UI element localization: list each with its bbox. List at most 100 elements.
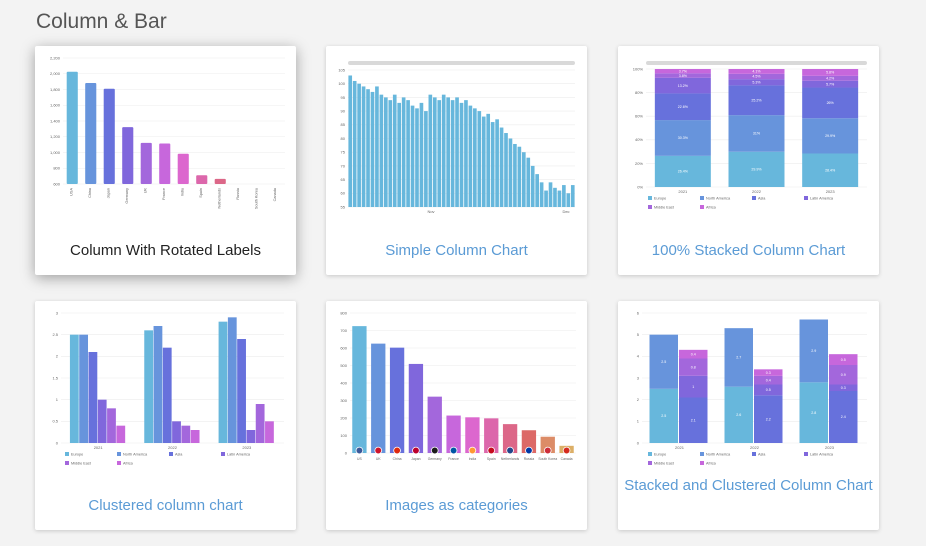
bar [181, 425, 191, 443]
card-caption: Clustered column chart [88, 497, 243, 514]
stack-segment [754, 375, 783, 385]
stacked100-y-tick: 0% [637, 184, 643, 189]
x-tick-label: UK [143, 188, 147, 194]
bar [227, 317, 237, 443]
bar [97, 399, 107, 443]
stack-segment [654, 73, 711, 78]
stack-segment [654, 120, 711, 156]
segment-label: 5.3% [752, 80, 761, 84]
bar [557, 190, 562, 207]
x-tick-label: 2023 [825, 445, 835, 450]
segment-label: 4.5% [752, 75, 761, 79]
legend-label: Africa [706, 206, 717, 210]
stack-segment [654, 77, 711, 94]
stacked100-y-tick: 40% [635, 137, 643, 142]
segment-label: 2.5 [661, 414, 666, 418]
stack-segment [724, 386, 753, 443]
segment-label: 0.5 [766, 388, 771, 392]
bar [384, 97, 388, 207]
simple-y-tick: 55 [341, 204, 346, 209]
bar [530, 165, 535, 207]
segment-label: 0.5 [841, 358, 846, 362]
x-tick-label: 2021 [678, 189, 688, 194]
bar [370, 91, 375, 207]
flag-icon [487, 446, 496, 455]
bar [428, 94, 433, 207]
bar [375, 86, 379, 207]
clustered-y-tick: 3 [56, 310, 59, 315]
bar [455, 97, 459, 207]
legend-label: Europe [654, 197, 666, 201]
stack-segment [654, 93, 711, 121]
segment-label: 26% [827, 101, 835, 105]
legend-marker [648, 196, 652, 200]
clustered-y-tick: 0 [56, 440, 59, 445]
stack-segment [799, 382, 828, 443]
flag-icon [562, 446, 571, 455]
segment-label: 2.8 [811, 411, 816, 415]
stackcluster-y-tick: 6 [637, 310, 640, 315]
segment-label: 4.2% [826, 77, 835, 81]
images-y-tick: 200 [340, 415, 347, 420]
legend-label: Latin America [227, 453, 251, 457]
bar [172, 421, 181, 443]
bar [357, 83, 361, 207]
bar [214, 178, 226, 184]
x-tick-label: Japan [411, 457, 420, 461]
simple-y-tick: 70 [341, 163, 346, 168]
bar [79, 334, 89, 443]
x-tick-label: 2021 [675, 445, 685, 450]
flag-icon [412, 446, 420, 455]
chart-card-stacked-clustered[interactable]: 0 1 2 3 4 5 6 2.5 2.5 2.1 1 0.8 0.4 2021 2.6 2.7 2.2 0.5 0… [618, 301, 879, 530]
chart-thumbnail-stacked-clustered: 0 1 2 3 4 5 6 2.5 2.5 2.1 1 0.8 0.4 2021 2.6 2.7 2.2 0.5 0… [637, 310, 867, 466]
flag-icon [449, 446, 458, 455]
simple-y-tick: 105 [338, 67, 345, 72]
chart-card-rotated-labels[interactable]: 600 800 1,000 1,200 1,400 1,600 1,800 2,000 2,20… [35, 46, 296, 275]
chart-card-100-stacked[interactable]: 0% 20% 40% 60% 80% 100% 26.4% 30.3% 22.6% 13.2% 3.… [618, 46, 879, 275]
bar [441, 94, 446, 207]
images-y-tick: 800 [340, 310, 347, 315]
bar [140, 142, 152, 184]
bar [437, 100, 442, 207]
clustered-y-tick: 2 [56, 354, 59, 359]
legend-marker [169, 452, 173, 456]
card-caption: Images as categories [385, 497, 528, 514]
bar [446, 97, 450, 207]
x-tick-label: France [448, 457, 459, 461]
clustered-y-tick: 1.5 [52, 375, 58, 380]
bar [562, 185, 566, 207]
bar [107, 408, 116, 443]
clustered-y-tick: 1 [56, 397, 59, 402]
flag-icon [355, 446, 364, 455]
stack-segment [802, 87, 859, 119]
bar [410, 105, 415, 207]
segment-label: 2.5 [661, 360, 666, 364]
legend-marker [65, 461, 69, 465]
x-tick-label: Netherlands [217, 188, 221, 209]
legend-marker [221, 452, 225, 456]
legend-marker [65, 452, 69, 456]
segment-label: 31% [753, 132, 761, 136]
stack-segment [799, 319, 828, 383]
x-tick-label: 2023 [242, 445, 252, 450]
stack-segment [728, 85, 785, 116]
simple-y-tick: 85 [341, 122, 346, 127]
stack-segment [754, 369, 783, 376]
stack-segment [728, 73, 785, 80]
chart-card-simple-column[interactable]: 55 60 65 70 75 80 85 90 95 100 105 Nov Dec Simple Co… [326, 46, 587, 275]
flag-icon [374, 446, 383, 455]
scrollbar [348, 61, 575, 65]
x-tick-label: Russia [236, 187, 240, 199]
chart-card-images-categories[interactable]: 0 100 200 300 400 500 600 700 800 US UK China Japan G… [326, 301, 587, 530]
stack-segment [728, 115, 785, 152]
segment-label: 0.4 [766, 378, 771, 382]
bar [66, 71, 78, 184]
card-caption: Simple Column Chart [385, 242, 528, 259]
bar [544, 190, 548, 207]
bar [415, 108, 419, 207]
chart-card-clustered[interactable]: 0 0.5 1 1.5 2 2.5 3 2021 2022 2023 Europe North Ame… [35, 301, 296, 530]
bar [464, 100, 468, 207]
legend-marker [804, 452, 808, 456]
rotated-y-tick: 1,400 [50, 118, 61, 123]
